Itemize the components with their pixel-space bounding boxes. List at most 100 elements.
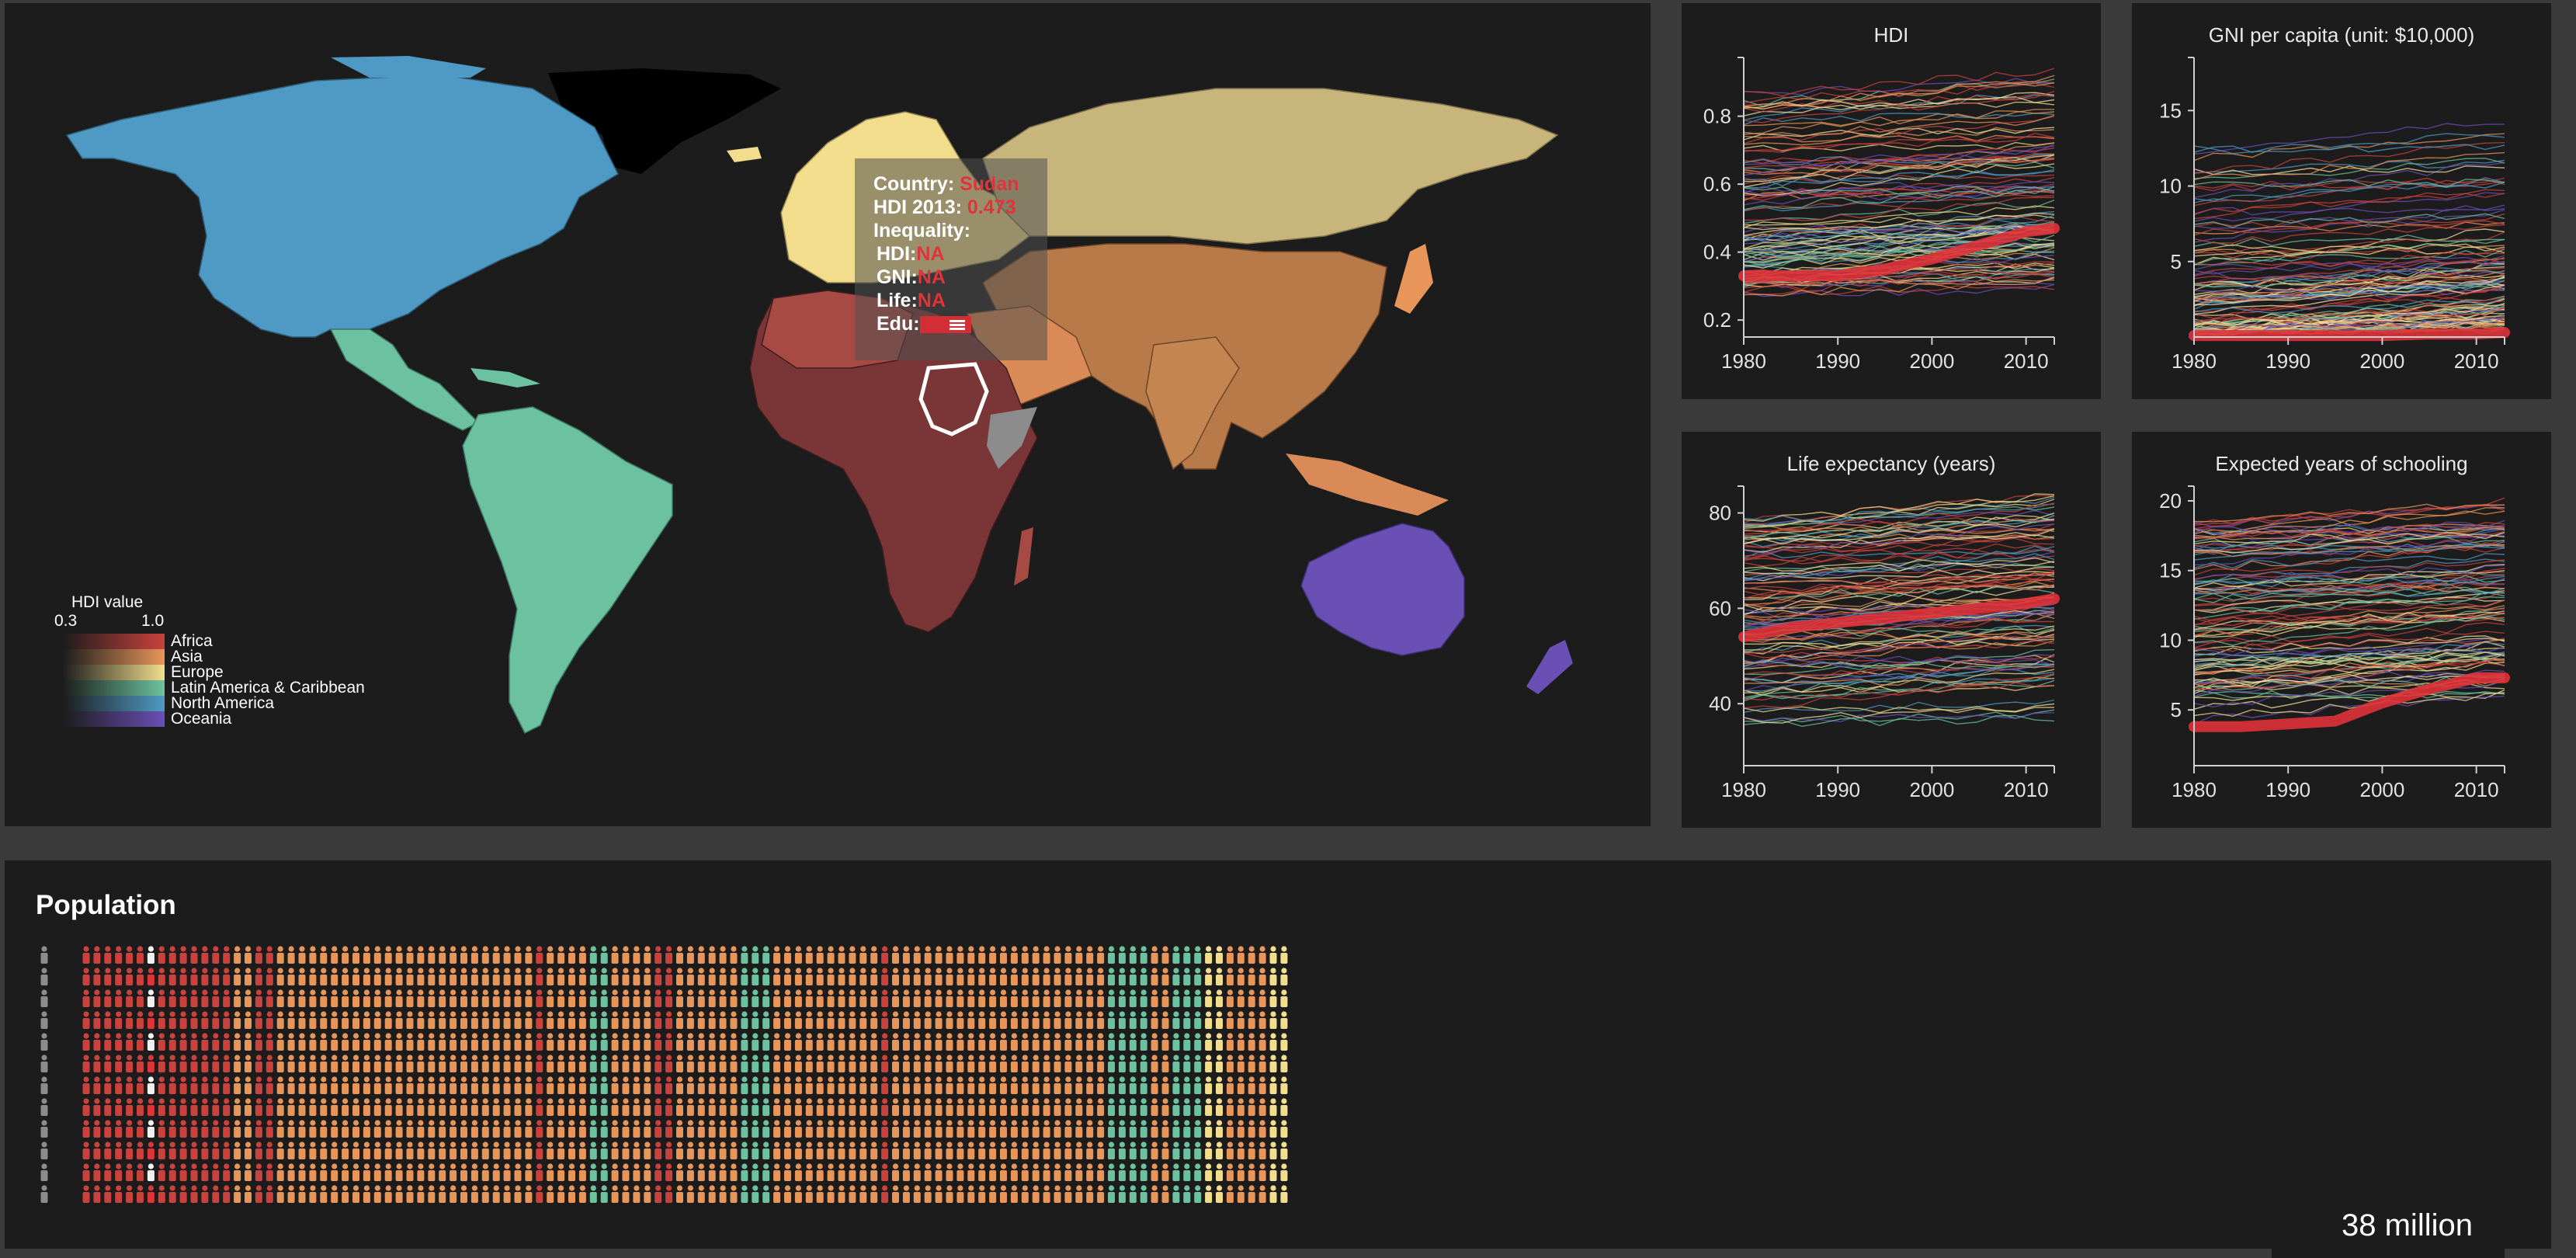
population-person <box>320 968 328 985</box>
population-person <box>1172 968 1180 985</box>
population-person <box>935 1055 943 1072</box>
map-se-asia[interactable] <box>1286 454 1449 516</box>
population-person <box>460 968 467 985</box>
series-line-1-93 <box>2193 269 2505 288</box>
population-person <box>1075 946 1083 964</box>
population-person <box>147 1163 154 1181</box>
population-person <box>902 1055 910 1072</box>
population-person <box>1000 1120 1007 1138</box>
population-person <box>708 1142 716 1159</box>
population-person <box>578 1120 586 1138</box>
map-japan[interactable] <box>1394 244 1433 314</box>
population-person <box>935 1033 943 1051</box>
population-grid[interactable] <box>5 860 2551 1249</box>
legend-swatch-5 <box>62 711 165 727</box>
population-person <box>924 1076 932 1094</box>
population-person <box>967 1055 975 1072</box>
population-person <box>1280 1163 1288 1181</box>
population-person <box>762 1033 770 1051</box>
map-canada-islands[interactable] <box>331 56 486 78</box>
population-person <box>93 946 101 964</box>
map-india[interactable] <box>1145 336 1240 471</box>
population-person <box>373 1033 381 1051</box>
population-person <box>82 1120 90 1138</box>
population-person <box>881 989 889 1007</box>
map-new-zealand[interactable] <box>1526 640 1573 694</box>
population-person <box>82 1142 90 1159</box>
series-line-0-87 <box>1743 210 2055 241</box>
highlight-line-1[interactable] <box>2189 327 2510 342</box>
series-line-3-103 <box>2193 565 2505 582</box>
map-madagascar[interactable] <box>1014 527 1033 586</box>
population-person <box>470 1076 478 1094</box>
population-person <box>989 1011 997 1029</box>
population-person <box>1151 1120 1158 1138</box>
population-person <box>234 1055 241 1072</box>
map-somalia[interactable] <box>987 407 1037 469</box>
population-person <box>384 1185 392 1203</box>
population-person <box>115 968 123 985</box>
world-map[interactable] <box>5 3 1651 826</box>
population-person <box>978 989 986 1007</box>
population-person <box>816 1055 824 1072</box>
highlight-line-2[interactable] <box>1738 593 2060 643</box>
population-person <box>989 1033 997 1051</box>
population-person <box>924 946 932 964</box>
population-person <box>1248 1011 1255 1029</box>
population-person <box>104 989 112 1007</box>
series-line-0-90 <box>1743 270 2055 286</box>
series-line-3-107 <box>2193 654 2505 664</box>
population-person <box>439 1011 446 1029</box>
series-line-0-105 <box>1743 242 2055 256</box>
series-line-2-59 <box>1743 502 2055 522</box>
highlight-line-3[interactable] <box>2189 672 2510 732</box>
map-greenland[interactable] <box>548 68 781 174</box>
map-central-america[interactable] <box>329 328 480 431</box>
population-person <box>406 1011 414 1029</box>
population-person <box>1183 1076 1191 1094</box>
population-person <box>741 1163 748 1181</box>
population-person <box>126 946 134 964</box>
population-person <box>536 989 543 1007</box>
population-person <box>622 968 630 985</box>
map-australia[interactable] <box>1300 523 1465 656</box>
population-person <box>428 989 436 1007</box>
population-person <box>460 1120 467 1138</box>
population-person <box>384 1142 392 1159</box>
population-person <box>126 1033 134 1051</box>
population-person <box>978 1163 986 1181</box>
population-person <box>417 1098 425 1116</box>
population-person <box>406 1163 414 1181</box>
population-person <box>439 1163 446 1181</box>
y-tick-label-1-0: 5 <box>2171 250 2182 273</box>
population-person <box>1205 1185 1213 1203</box>
population-person <box>741 989 748 1007</box>
population-person <box>126 1076 134 1094</box>
population-person <box>697 1011 705 1029</box>
highlight-line-0[interactable] <box>1738 223 2060 282</box>
map-south-america[interactable] <box>462 406 673 735</box>
map-uk[interactable] <box>797 182 816 221</box>
y-tick-label-2-2: 80 <box>1709 502 1731 525</box>
population-person <box>223 1055 231 1072</box>
map-sudan-highlight[interactable] <box>918 362 989 436</box>
population-person <box>838 1163 845 1181</box>
population-person <box>1129 1185 1137 1203</box>
map-iceland[interactable] <box>727 147 762 162</box>
population-person <box>406 1098 414 1116</box>
population-person <box>578 968 586 985</box>
population-person <box>892 968 899 985</box>
map-caribbean[interactable] <box>470 368 540 387</box>
map-russia[interactable] <box>982 88 1559 245</box>
map-north-america[interactable] <box>65 74 619 338</box>
population-person <box>298 1076 306 1094</box>
population-person <box>470 968 478 985</box>
population-person <box>320 1055 328 1072</box>
population-person <box>633 1185 641 1203</box>
population-person <box>1054 968 1061 985</box>
population-person <box>1140 1033 1147 1051</box>
